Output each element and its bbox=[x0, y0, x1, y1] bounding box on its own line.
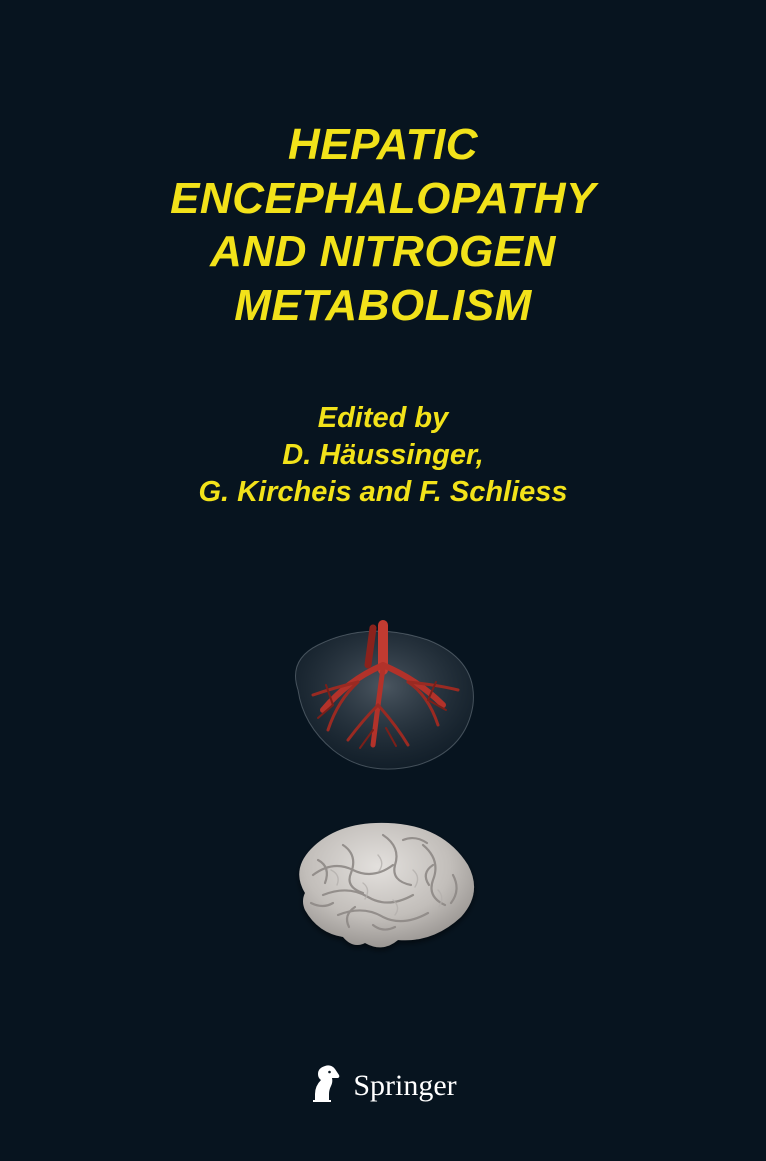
title-line-4: METABOLISM bbox=[0, 279, 766, 333]
title-line-3: AND NITROGEN bbox=[0, 225, 766, 279]
publisher-name: Springer bbox=[353, 1069, 456, 1103]
springer-horse-icon bbox=[309, 1064, 343, 1107]
editors-line-1: Edited by bbox=[0, 400, 766, 437]
editors-line-3: G. Kircheis and F. Schliess bbox=[0, 474, 766, 511]
title-line-1: HEPATIC bbox=[0, 118, 766, 172]
editors-line-2: D. Häussinger, bbox=[0, 437, 766, 474]
title-block: HEPATIC ENCEPHALOPATHY AND NITROGEN META… bbox=[0, 118, 766, 333]
brain-illustration bbox=[283, 815, 483, 955]
publisher-block: Springer bbox=[0, 1064, 766, 1107]
liver-illustration bbox=[278, 610, 488, 780]
title-line-2: ENCEPHALOPATHY bbox=[0, 172, 766, 226]
editors-block: Edited by D. Häussinger, G. Kircheis and… bbox=[0, 400, 766, 511]
book-cover: HEPATIC ENCEPHALOPATHY AND NITROGEN META… bbox=[0, 0, 766, 1161]
